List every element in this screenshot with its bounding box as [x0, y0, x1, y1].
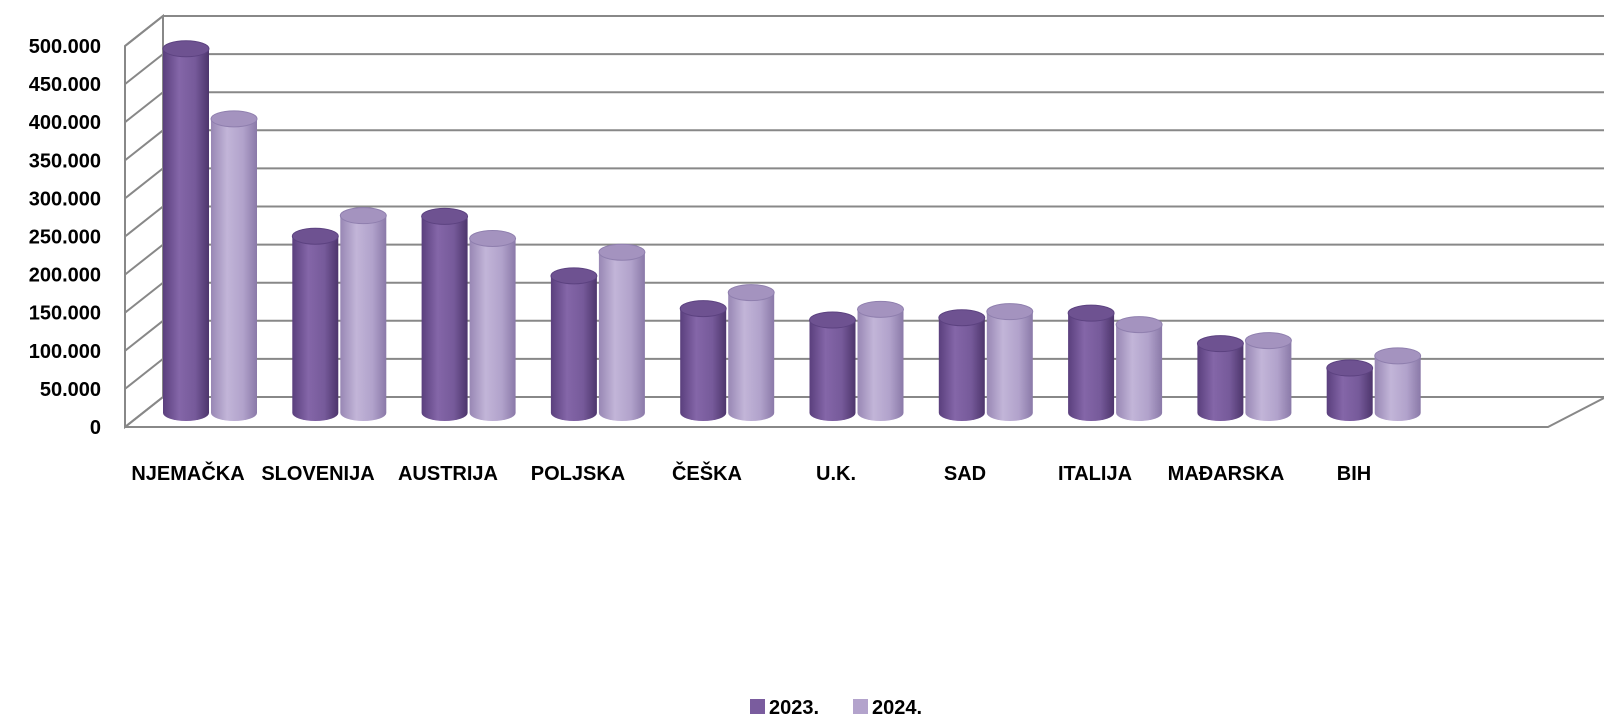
bar-body	[809, 320, 856, 421]
legend-swatch	[750, 699, 765, 714]
y-tick-label: 400.000	[29, 112, 101, 134]
x-tick-label: SAD	[944, 463, 986, 485]
bar-top	[162, 40, 210, 58]
y-tick-label: 150.000	[29, 303, 101, 325]
bar-body	[1068, 313, 1115, 421]
bar-body	[340, 215, 387, 421]
bar-top	[679, 300, 727, 318]
bar-top	[857, 300, 904, 318]
bar-top	[727, 284, 775, 302]
bar-body	[1197, 343, 1244, 421]
bar-2024	[598, 243, 646, 421]
gridline	[124, 15, 1604, 47]
bar-2024	[339, 207, 387, 421]
bar-2024	[1374, 347, 1422, 421]
bar-top	[339, 207, 387, 225]
y-tick-label: 300.000	[29, 188, 101, 210]
bar-body	[1116, 324, 1163, 421]
bar-2024	[727, 284, 775, 421]
bar-2023	[162, 40, 210, 421]
bar-2023	[938, 309, 986, 421]
bar-top	[550, 267, 598, 285]
legend-label: 2024.	[872, 697, 922, 715]
bar-top	[1374, 347, 1422, 365]
bar-top	[598, 243, 646, 261]
bar-2023	[679, 300, 727, 421]
legend-label: 2023.	[769, 697, 819, 715]
y-tick-label: 450.000	[29, 74, 101, 96]
bar-body	[469, 238, 516, 421]
bar-body	[598, 252, 645, 421]
y-tick-label: 500.000	[29, 36, 101, 58]
bar-top	[1067, 304, 1115, 322]
x-tick-label: BIH	[1337, 463, 1371, 485]
bar-body	[1326, 368, 1373, 421]
bar-2023	[1067, 304, 1115, 421]
floor-edge	[125, 396, 1604, 428]
bar-2023	[421, 207, 469, 421]
bar-body	[211, 118, 257, 422]
x-tick-label: MAĐARSKA	[1168, 463, 1285, 485]
bar-2023	[550, 267, 598, 421]
bar-top	[421, 207, 469, 225]
gridline	[124, 91, 1604, 123]
bar-2024	[857, 300, 904, 421]
bar-2024	[469, 230, 517, 421]
bar-top	[1115, 316, 1163, 334]
bar-2024	[1115, 316, 1163, 421]
bar-body	[163, 48, 209, 421]
bar-body	[938, 317, 985, 421]
bar-top	[210, 110, 258, 128]
x-tick-label: NJEMAČKA	[131, 461, 244, 485]
gridline	[124, 167, 1604, 200]
bar-body	[986, 311, 1033, 421]
x-tick-label: U.K.	[816, 463, 856, 485]
bar-body	[857, 309, 904, 421]
x-axis: NJEMAČKA SLOVENIJA AUSTRIJA POLJSKA ČEŠKA U.K…	[131, 461, 1371, 485]
y-tick-label: 250.000	[29, 227, 101, 249]
legend: 2023. 2024.	[750, 697, 922, 715]
x-tick-label: AUSTRIJA	[398, 463, 498, 485]
bar-top	[1244, 332, 1292, 350]
y-tick-label: 200.000	[29, 265, 101, 287]
bar-body	[1245, 340, 1292, 421]
bar-top	[1326, 359, 1374, 377]
bar-body	[292, 236, 339, 421]
bar-2023	[1196, 335, 1244, 421]
y-tick-label: 100.000	[29, 341, 101, 363]
bar-2023	[291, 227, 339, 421]
bar-2024	[1244, 332, 1292, 421]
x-tick-label: ITALIJA	[1058, 463, 1132, 485]
bar-top	[1196, 335, 1244, 353]
bar-body	[728, 292, 775, 421]
bar-body	[680, 308, 727, 421]
bar-2024	[210, 110, 258, 422]
bar-2023	[809, 311, 856, 421]
y-tick-label: 350.000	[29, 150, 101, 172]
y-tick-label: 0	[90, 417, 101, 439]
bar-top	[291, 227, 339, 245]
bar-top	[469, 230, 517, 248]
bar-2023	[1326, 359, 1374, 421]
gridline	[124, 129, 1604, 162]
x-tick-label: ČEŠKA	[672, 461, 742, 485]
y-axis: 0 50.000 100.000 150.000 200.000 250.000 300.0…	[29, 36, 101, 439]
bar-top	[938, 309, 986, 327]
bar-body	[421, 216, 468, 421]
bar-body	[1374, 355, 1421, 421]
y-tick-label: 50.000	[40, 379, 101, 401]
bar-top	[809, 311, 856, 329]
gridline	[124, 53, 1604, 85]
bar-top	[986, 303, 1034, 321]
bar-body	[550, 275, 597, 421]
x-tick-label: POLJSKA	[531, 463, 625, 485]
bar-2024	[986, 303, 1034, 421]
legend-swatch	[853, 699, 868, 714]
x-tick-label: SLOVENIJA	[261, 463, 374, 485]
chart-bars	[162, 40, 1422, 422]
